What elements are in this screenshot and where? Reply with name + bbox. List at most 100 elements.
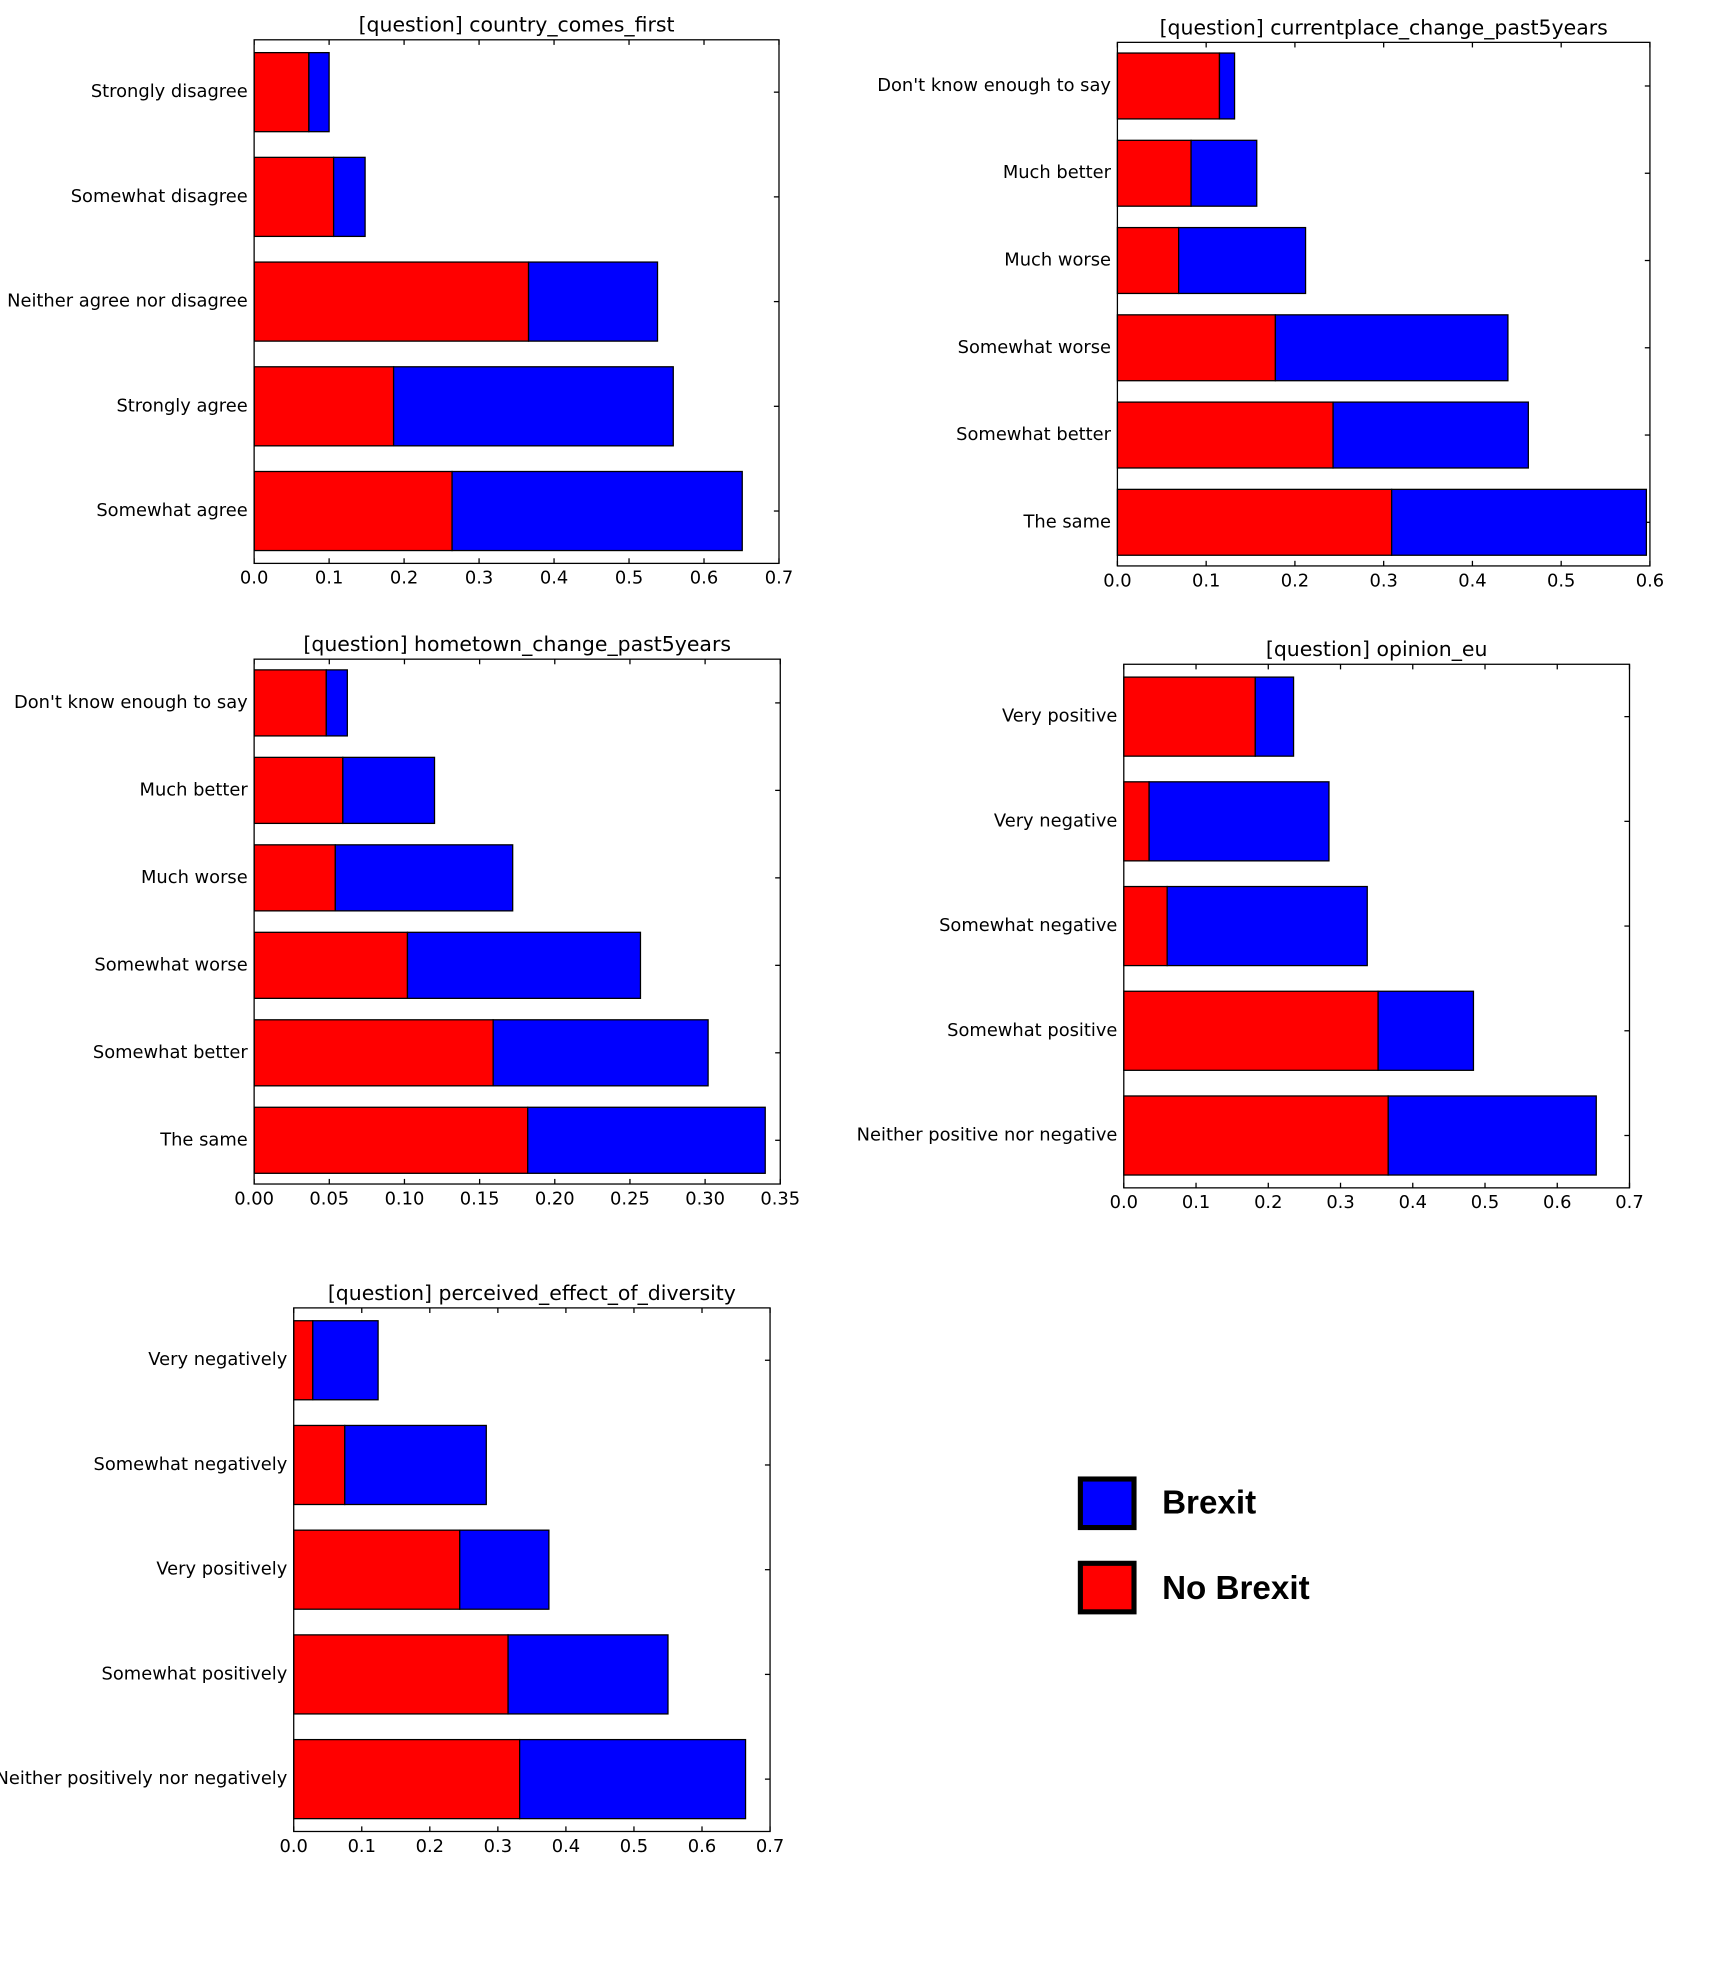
y-tick-label: Neither positive nor negative (857, 1124, 1118, 1145)
legend-swatch-brexit (1077, 1476, 1137, 1531)
x-tick-label: 0.2 (1281, 570, 1309, 591)
bar-segment (406, 931, 642, 999)
y-tick-label: Much better (140, 779, 249, 800)
x-tick-label: 0.05 (309, 1188, 349, 1209)
x-tick-label: 0.0 (1103, 570, 1131, 591)
bar-segment (1148, 781, 1330, 862)
y-tick-label: Neither agree nor disagree (7, 291, 248, 312)
y-tick-label: Somewhat positively (102, 1663, 288, 1684)
x-tick-label: 0.0 (1110, 1192, 1138, 1213)
x-tick-label: 0.2 (416, 1836, 444, 1857)
y-tick-label: Somewhat positive (947, 1020, 1117, 1041)
x-tick-label: 0.5 (1547, 570, 1575, 591)
chart-title: [question] hometown_change_past5years (303, 632, 731, 657)
chart-title: [question] country_comes_first (359, 13, 675, 38)
x-tick-label: 0.7 (765, 568, 793, 589)
plot-frame (1116, 41, 1651, 567)
y-tick-label: Somewhat agree (96, 500, 247, 521)
x-tick-label: 0.6 (690, 568, 718, 589)
bar-segment (1116, 226, 1180, 295)
bar-segment (527, 1106, 766, 1174)
x-tick-label: 0.1 (1182, 1192, 1210, 1213)
legend-swatch-no-brexit (1077, 1560, 1137, 1615)
y-tick-label: Much worse (141, 867, 248, 888)
x-tick-label: 0.6 (1543, 1192, 1571, 1213)
y-tick-label: Very negative (994, 810, 1118, 831)
x-tick-label: 0.2 (390, 568, 418, 589)
x-tick-label: 0.0 (280, 1836, 308, 1857)
bar-segment (253, 756, 344, 825)
bar-segment (1387, 1095, 1597, 1176)
bar-segment (1274, 314, 1509, 382)
y-tick-label: Much better (1003, 162, 1112, 183)
chart-title: [question] perceived_effect_of_diversity (328, 1281, 736, 1306)
bar-segment (492, 1019, 709, 1087)
y-tick-label: Somewhat worse (94, 954, 247, 975)
chart-title: [question] currentplace_change_past5year… (1160, 15, 1608, 40)
bar-segment (1123, 676, 1256, 757)
x-tick-label: 0.10 (385, 1188, 425, 1209)
x-tick-label: 0.3 (1326, 1192, 1354, 1213)
bar-segment (293, 1634, 509, 1715)
bar-segment (1166, 885, 1368, 967)
x-tick-label: 0.6 (688, 1836, 716, 1857)
legend: Brexit No Brexit (1077, 1476, 1310, 1615)
bar-segment (342, 756, 436, 825)
x-tick-label: 0.2 (1254, 1192, 1282, 1213)
y-tick-label: Somewhat better (93, 1042, 249, 1063)
bar-segment (507, 1634, 669, 1715)
plot-frame (293, 1307, 771, 1833)
chart-title: [question] opinion_eu (1266, 637, 1488, 662)
y-tick-label: The same (159, 1129, 248, 1150)
bar-segment (332, 156, 366, 238)
x-tick-label: 0.1 (1192, 570, 1220, 591)
y-tick-label: Somewhat negatively (93, 1454, 287, 1475)
bar-segment (1123, 990, 1379, 1071)
x-tick-label: 0.4 (540, 568, 568, 589)
bar-segment (253, 669, 327, 737)
legend-label: No Brexit (1162, 1570, 1310, 1607)
bar-segment (1377, 990, 1475, 1071)
bar-segment (1218, 52, 1236, 120)
bar-segment (1116, 139, 1192, 207)
bar-segment (1391, 488, 1648, 556)
x-tick-label: 0.15 (460, 1188, 500, 1209)
bar-segment (253, 844, 336, 912)
bar-segment (1254, 676, 1295, 757)
x-tick-label: 0.1 (315, 568, 343, 589)
x-tick-label: 0.4 (552, 1836, 580, 1857)
x-tick-label: 0.30 (685, 1188, 725, 1209)
bar-segment (1178, 226, 1307, 295)
x-tick-label: 0.4 (1399, 1192, 1427, 1213)
x-tick-label: 0.5 (615, 568, 643, 589)
bar-segment (344, 1424, 487, 1506)
x-tick-label: 0.5 (1471, 1192, 1499, 1213)
bar-segment (293, 1529, 461, 1610)
x-tick-label: 0.7 (756, 1836, 784, 1857)
x-tick-label: 0.5 (620, 1836, 648, 1857)
x-tick-label: 0.1 (348, 1836, 376, 1857)
x-tick-label: 0.7 (1615, 1192, 1643, 1213)
bar-segment (253, 1106, 529, 1174)
x-tick-label: 0.00 (234, 1188, 274, 1209)
bar-segment (1190, 139, 1258, 207)
bar-segment (518, 1738, 747, 1820)
bar-segment (253, 261, 530, 342)
bar-segment (253, 470, 453, 552)
y-tick-label: Very negatively (148, 1349, 287, 1370)
bar-segment (308, 51, 330, 133)
bar-segment (253, 366, 395, 447)
x-tick-label: 0.3 (484, 1836, 512, 1857)
bar-segment (293, 1738, 521, 1820)
x-tick-label: 0.20 (535, 1188, 575, 1209)
bar-segment (527, 261, 659, 342)
y-tick-label: Somewhat better (956, 424, 1112, 445)
x-tick-label: 0.4 (1458, 570, 1486, 591)
bar-segment (451, 470, 743, 552)
bar-segment (293, 1320, 314, 1401)
bar-segment (253, 931, 409, 999)
bar-segment (1116, 401, 1334, 469)
plot-frame (1123, 663, 1631, 1189)
